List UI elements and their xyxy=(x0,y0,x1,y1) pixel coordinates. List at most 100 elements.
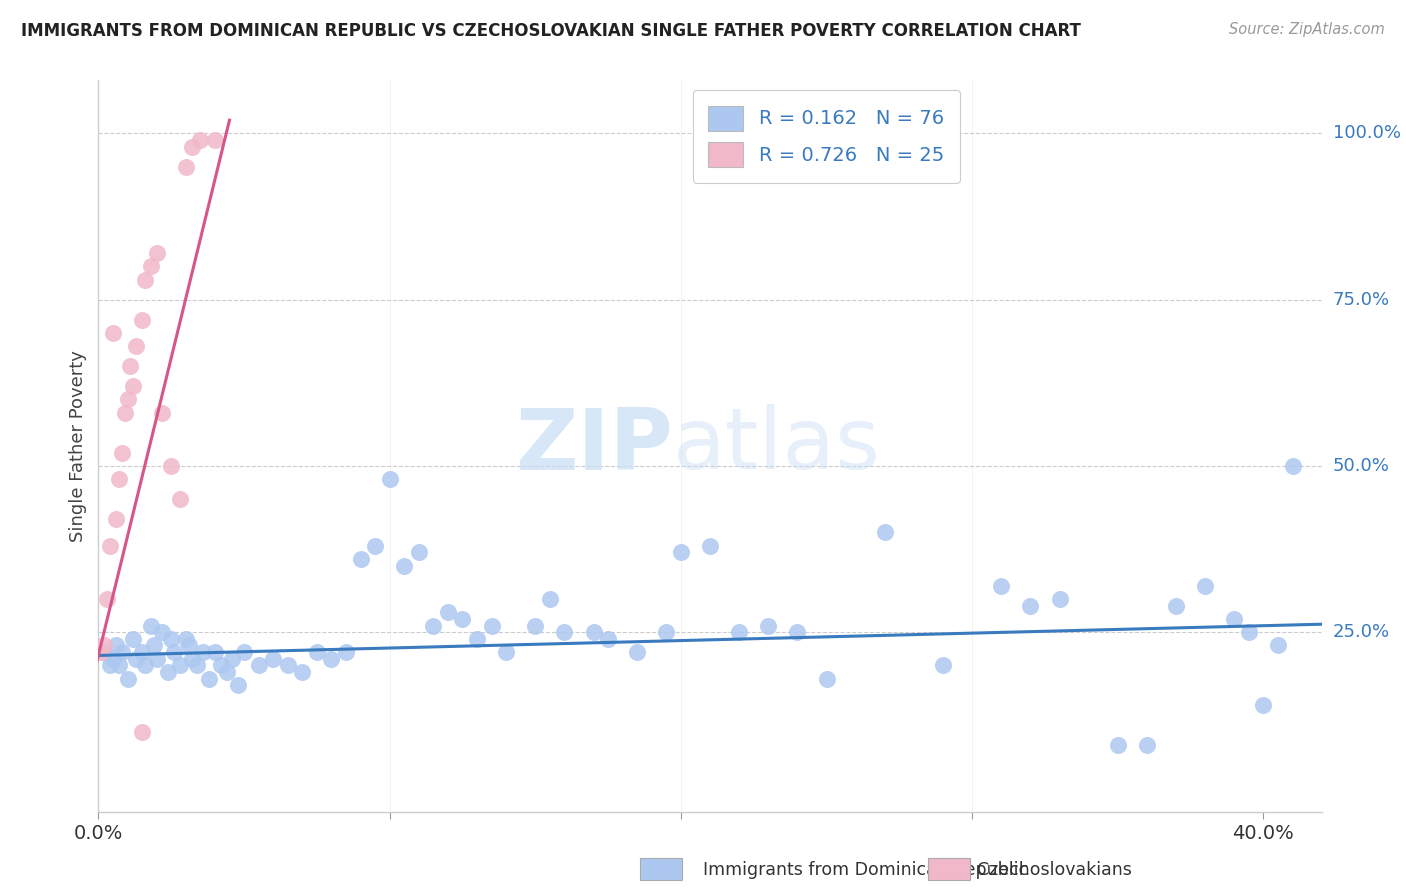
Point xyxy=(152,625,174,640)
Point xyxy=(142,639,165,653)
Point xyxy=(160,458,183,473)
Point xyxy=(335,645,357,659)
Point xyxy=(134,273,156,287)
Text: Czechoslovakians: Czechoslovakians xyxy=(977,861,1132,879)
Point xyxy=(408,545,430,559)
Point xyxy=(160,632,183,646)
Point xyxy=(122,632,145,646)
Point xyxy=(131,312,153,326)
Point xyxy=(481,618,503,632)
Point xyxy=(233,645,256,659)
Point xyxy=(1223,612,1246,626)
Text: 25.0%: 25.0% xyxy=(1333,624,1391,641)
Point xyxy=(1253,698,1275,713)
Point xyxy=(1107,738,1129,752)
Point xyxy=(131,725,153,739)
Point xyxy=(364,539,387,553)
Point xyxy=(163,645,186,659)
Point xyxy=(193,645,215,659)
Point xyxy=(111,445,134,459)
Point xyxy=(101,652,124,666)
Point xyxy=(437,605,460,619)
Point xyxy=(108,658,131,673)
Point xyxy=(204,645,226,659)
Point xyxy=(101,326,124,340)
Text: Immigrants from Dominican Republic: Immigrants from Dominican Republic xyxy=(703,861,1028,879)
Point xyxy=(495,645,517,659)
Text: 50.0%: 50.0% xyxy=(1333,457,1389,475)
Point xyxy=(1136,738,1159,752)
Point xyxy=(392,558,416,573)
Point xyxy=(131,645,153,659)
Point xyxy=(1019,599,1042,613)
Point xyxy=(422,618,444,632)
Point xyxy=(188,133,212,147)
Point xyxy=(114,406,136,420)
Point xyxy=(98,658,121,673)
Point xyxy=(180,652,202,666)
Point xyxy=(174,632,197,646)
Point xyxy=(378,472,401,486)
Point xyxy=(93,645,115,659)
Point xyxy=(669,545,692,559)
Point xyxy=(465,632,488,646)
Point xyxy=(553,625,575,640)
Point xyxy=(169,658,191,673)
Point xyxy=(198,672,221,686)
Point xyxy=(1049,591,1071,606)
Legend: R = 0.162   N = 76, R = 0.726   N = 25: R = 0.162 N = 76, R = 0.726 N = 25 xyxy=(693,90,960,183)
Point xyxy=(221,652,243,666)
Point xyxy=(786,625,808,640)
Point xyxy=(117,392,139,407)
Point xyxy=(174,160,197,174)
Point xyxy=(93,639,115,653)
Point xyxy=(262,652,284,666)
Point xyxy=(305,645,328,659)
Point xyxy=(1164,599,1187,613)
Text: 100.0%: 100.0% xyxy=(1333,125,1400,143)
Point xyxy=(134,658,156,673)
Point xyxy=(990,579,1012,593)
Point xyxy=(139,260,162,274)
Text: ZIP: ZIP xyxy=(516,404,673,488)
Point xyxy=(226,678,249,692)
Point xyxy=(538,591,561,606)
Point xyxy=(177,639,200,653)
Point xyxy=(582,625,605,640)
Point xyxy=(655,625,678,640)
Point xyxy=(157,665,180,679)
Y-axis label: Single Father Poverty: Single Father Poverty xyxy=(69,350,87,542)
Point xyxy=(1267,639,1289,653)
Point xyxy=(349,552,371,566)
Point xyxy=(145,246,167,260)
Point xyxy=(204,133,226,147)
Point xyxy=(1281,458,1303,473)
Point xyxy=(209,658,232,673)
Text: Source: ZipAtlas.com: Source: ZipAtlas.com xyxy=(1229,22,1385,37)
Point xyxy=(873,525,896,540)
Point xyxy=(108,472,131,486)
Point xyxy=(451,612,474,626)
Point xyxy=(1194,579,1216,593)
Text: 75.0%: 75.0% xyxy=(1333,291,1391,309)
Point xyxy=(932,658,955,673)
Point xyxy=(125,652,148,666)
Point xyxy=(152,406,174,420)
Point xyxy=(277,658,299,673)
Point xyxy=(125,339,148,353)
Point xyxy=(117,672,139,686)
Text: atlas: atlas xyxy=(673,404,882,488)
Point xyxy=(756,618,779,632)
Point xyxy=(215,665,238,679)
Point xyxy=(96,591,118,606)
Point xyxy=(122,379,145,393)
Point xyxy=(524,618,547,632)
Point xyxy=(596,632,619,646)
Point xyxy=(1237,625,1260,640)
Text: IMMIGRANTS FROM DOMINICAN REPUBLIC VS CZECHOSLOVAKIAN SINGLE FATHER POVERTY CORR: IMMIGRANTS FROM DOMINICAN REPUBLIC VS CZ… xyxy=(21,22,1081,40)
Point xyxy=(728,625,751,640)
Point xyxy=(139,618,162,632)
Point xyxy=(186,658,208,673)
Point xyxy=(180,140,202,154)
Point xyxy=(120,359,142,374)
